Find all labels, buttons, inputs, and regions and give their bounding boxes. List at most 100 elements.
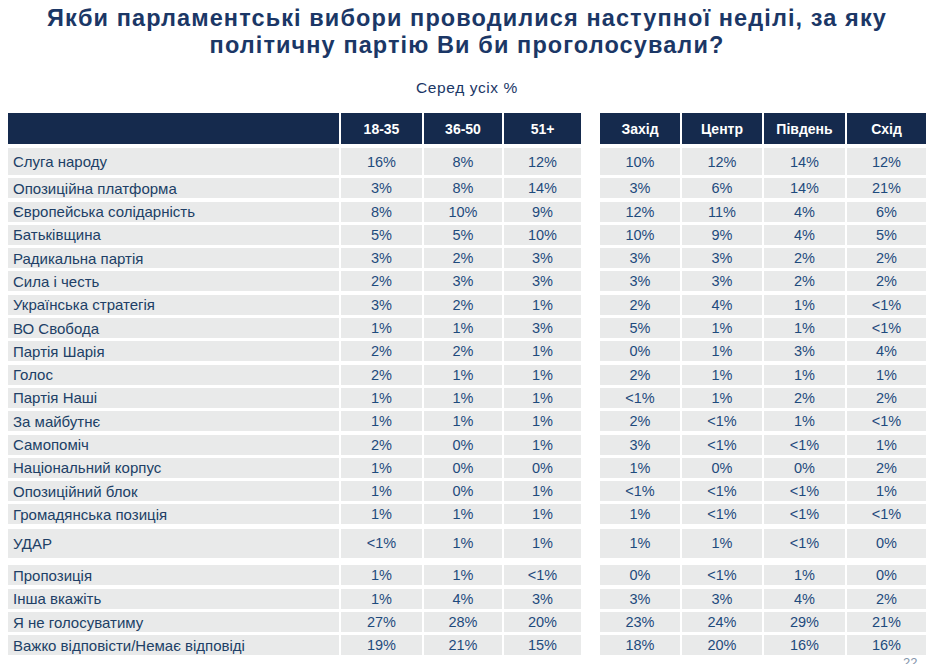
header-age-18-35: 18-35 [341, 113, 422, 144]
value-cell: 16% [341, 148, 422, 175]
value-cell: 2% [341, 271, 422, 291]
header-region-center: Центр [682, 113, 762, 144]
value-cell: 3% [600, 271, 680, 291]
value-cell: 0% [764, 458, 845, 478]
value-cell: 9% [504, 202, 581, 222]
value-cell: <1% [600, 388, 680, 408]
value-cell: 0% [600, 565, 680, 585]
value-cell: 2% [424, 341, 502, 361]
value-cell: 0% [847, 529, 926, 558]
value-cell: <1% [764, 504, 845, 524]
value-cell: 18% [600, 635, 680, 655]
party-name: Радикальна партія [8, 248, 339, 268]
value-cell: <1% [764, 529, 845, 558]
value-cell: 0% [600, 341, 680, 361]
value-cell: 3% [341, 178, 422, 198]
value-cell: 8% [341, 202, 422, 222]
value-cell: 3% [682, 271, 762, 291]
page-title: Якби парламентські вибори проводилися на… [0, 0, 934, 58]
value-cell: 4% [682, 295, 762, 315]
table-row: Інша вкажіть1%4%3%3%3%4%2% [8, 589, 926, 609]
slide: Якби парламентські вибори проводилися на… [0, 0, 934, 664]
value-cell: <1% [764, 435, 845, 455]
row-spacer [583, 565, 598, 585]
party-name: Українська стратегія [8, 295, 339, 315]
party-name: Партія Наші [8, 388, 339, 408]
value-cell: 1% [600, 529, 680, 558]
row-spacer [583, 148, 598, 175]
value-cell: 3% [424, 271, 502, 291]
table-row: Радикальна партія3%2%3%3%3%2%2% [8, 248, 926, 268]
value-cell: <1% [682, 435, 762, 455]
value-cell: 11% [682, 202, 762, 222]
table-body: Слуга народу16%8%12%10%12%14%12%Опозицій… [8, 148, 926, 655]
party-name: Важко відповісти/Немає відповіді [8, 635, 339, 655]
value-cell: 2% [600, 365, 680, 385]
table-row: Партія Шарія2%2%1%0%1%3%4% [8, 341, 926, 361]
value-cell: 3% [682, 589, 762, 609]
value-cell: 10% [600, 148, 680, 175]
row-spacer [583, 504, 598, 524]
row-spacer [583, 341, 598, 361]
table-row: Національний корпус1%0%0%1%0%0%2% [8, 458, 926, 478]
value-cell: <1% [600, 481, 680, 501]
party-name: Я не голосуватиму [8, 612, 339, 632]
value-cell: 28% [424, 612, 502, 632]
value-cell: 3% [600, 248, 680, 268]
value-cell: 14% [764, 148, 845, 175]
value-cell: 4% [847, 341, 926, 361]
row-spacer [583, 589, 598, 609]
value-cell: 1% [341, 318, 422, 338]
party-name: За майбутнє [8, 411, 339, 431]
value-cell: 6% [682, 178, 762, 198]
party-name: Національний корпус [8, 458, 339, 478]
value-cell: 3% [600, 178, 680, 198]
table-row: Опозиційна платформа3%8%14%3%6%14%21% [8, 178, 926, 198]
value-cell: 1% [682, 365, 762, 385]
value-cell: 2% [847, 271, 926, 291]
row-spacer [583, 202, 598, 222]
value-cell: 14% [764, 178, 845, 198]
value-cell: 0% [424, 458, 502, 478]
value-cell: 1% [341, 388, 422, 408]
table-row: За майбутнє1%1%1%2%<1%1%<1% [8, 411, 926, 431]
table-row: Українська стратегія3%2%1%2%4%1%<1% [8, 295, 926, 315]
value-cell: 1% [847, 481, 926, 501]
value-cell: 1% [504, 435, 581, 455]
value-cell: 1% [341, 504, 422, 524]
value-cell: 21% [847, 178, 926, 198]
value-cell: 1% [682, 388, 762, 408]
value-cell: 3% [504, 271, 581, 291]
value-cell: 1% [341, 589, 422, 609]
value-cell: 29% [764, 612, 845, 632]
party-name: Європейська солідарність [8, 202, 339, 222]
value-cell: 3% [504, 248, 581, 268]
row-spacer [583, 529, 598, 558]
value-cell: <1% [682, 481, 762, 501]
table-row: УДАР<1%1%1%1%1%<1%0% [8, 529, 926, 558]
value-cell: 6% [847, 202, 926, 222]
table-row: Самопоміч2%0%1%3%<1%<1%1% [8, 435, 926, 455]
value-cell: 12% [847, 148, 926, 175]
value-cell: 0% [504, 458, 581, 478]
row-spacer [583, 612, 598, 632]
value-cell: <1% [341, 529, 422, 558]
value-cell: 3% [682, 248, 762, 268]
value-cell: 1% [764, 365, 845, 385]
party-name: Голос [8, 365, 339, 385]
value-cell: 0% [424, 481, 502, 501]
value-cell: <1% [847, 504, 926, 524]
header-empty-cell [8, 113, 339, 144]
row-spacer [583, 178, 598, 198]
table-header-row: 18-35 36-50 51+ Захід Центр Південь Схід [8, 113, 926, 144]
value-cell: <1% [847, 318, 926, 338]
value-cell: 8% [424, 148, 502, 175]
value-cell: 1% [504, 481, 581, 501]
value-cell: <1% [682, 411, 762, 431]
value-cell: 3% [504, 589, 581, 609]
value-cell: 4% [764, 589, 845, 609]
row-spacer [583, 435, 598, 455]
value-cell: 9% [682, 225, 762, 245]
value-cell: 10% [600, 225, 680, 245]
value-cell: 1% [504, 411, 581, 431]
